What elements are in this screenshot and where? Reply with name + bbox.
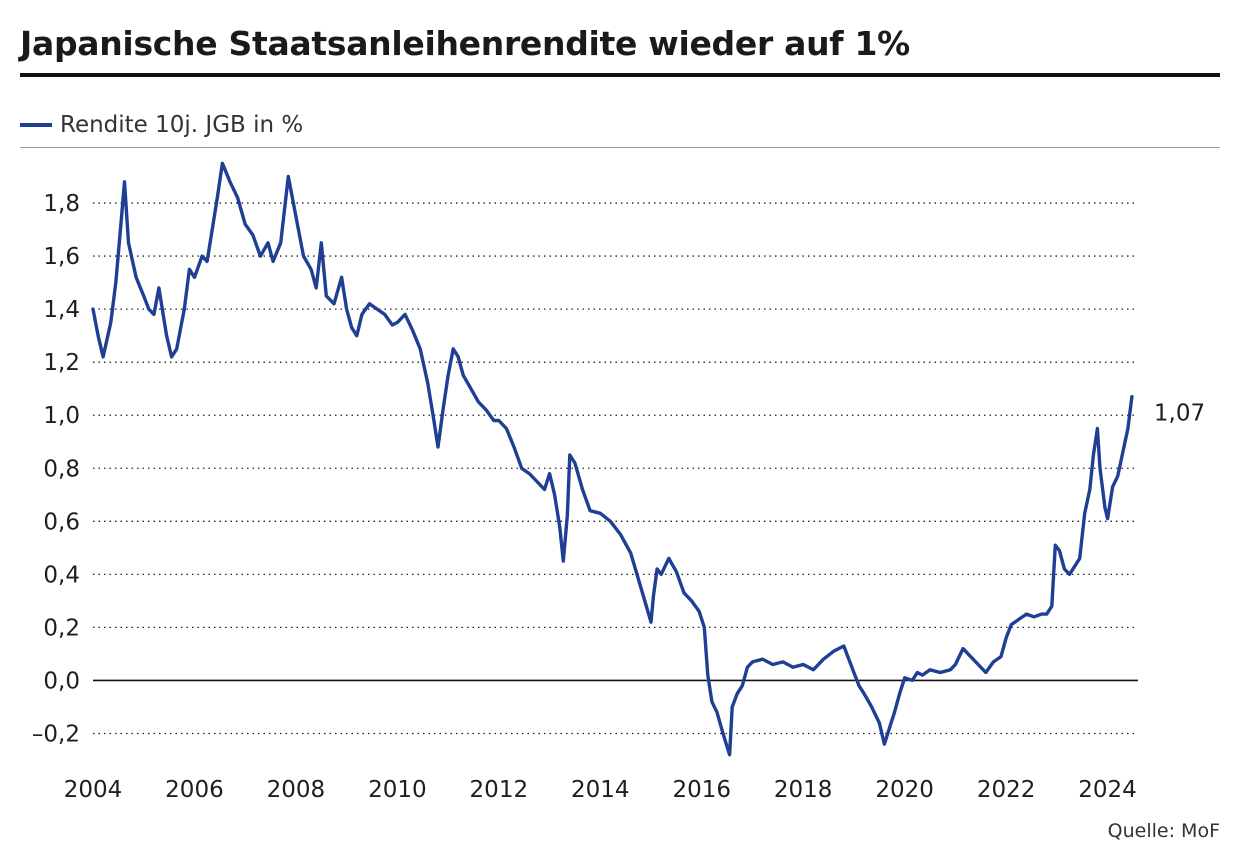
legend-rule <box>20 147 1220 148</box>
end-value-label: 1,07 <box>1154 401 1205 427</box>
x-tick-label: 2018 <box>774 777 833 803</box>
legend-line-swatch <box>20 123 52 127</box>
x-tick-label: 2014 <box>571 777 630 803</box>
legend-label: Rendite 10j. JGB in % <box>60 112 304 138</box>
x-tick-label: 2020 <box>875 777 934 803</box>
y-tick-label: 0,2 <box>43 615 80 641</box>
y-tick-label: 1,6 <box>43 244 80 270</box>
y-tick-label: 0,4 <box>43 562 80 588</box>
legend: Rendite 10j. JGB in % <box>20 111 303 139</box>
x-tick-label: 2022 <box>977 777 1036 803</box>
source-note: Quelle: MoF <box>1107 820 1220 842</box>
y-tick-label: –0,2 <box>32 721 80 747</box>
x-tick-label: 2008 <box>267 777 326 803</box>
y-tick-label: 0,0 <box>43 668 80 694</box>
x-tick-label: 2010 <box>368 777 427 803</box>
title-rule <box>20 73 1220 77</box>
y-tick-label: 1,4 <box>43 297 80 323</box>
x-tick-label: 2006 <box>165 777 224 803</box>
y-tick-label: 1,8 <box>43 191 80 217</box>
x-tick-label: 2016 <box>672 777 731 803</box>
y-tick-label: 0,8 <box>43 456 80 482</box>
x-tick-label: 2004 <box>64 777 123 803</box>
x-tick-label: 2012 <box>470 777 529 803</box>
y-tick-label: 0,6 <box>43 509 80 535</box>
y-tick-label: 1,0 <box>43 403 80 429</box>
x-tick-label: 2024 <box>1078 777 1137 803</box>
y-tick-label: 1,2 <box>43 350 80 376</box>
chart-title: Japanische Staatsanleihenrendite wieder … <box>20 24 910 63</box>
series-line <box>91 161 1134 757</box>
